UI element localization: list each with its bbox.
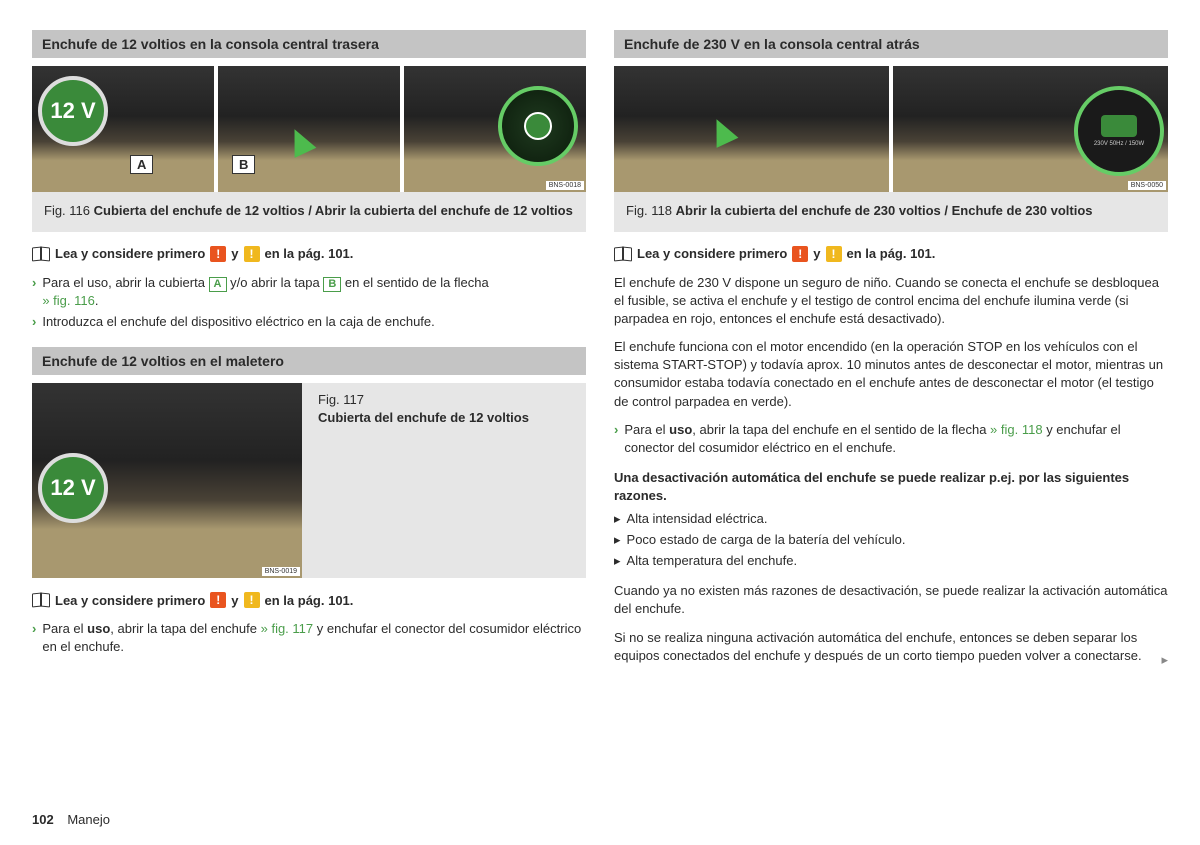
consider-prefix: Lea y considere primero — [55, 246, 205, 261]
reason-bullet-2: ▸ Poco estado de carga de la batería del… — [614, 531, 1168, 549]
continue-arrow-icon: ▸ — [1161, 651, 1168, 669]
bullet-text: Para el uso, abrir la tapa del enchufe e… — [624, 421, 1168, 457]
chevron-icon: › — [32, 620, 36, 656]
image-id-label: BNS-0019 — [262, 567, 300, 576]
book-icon — [32, 247, 50, 261]
read-first-line: Lea y considere primero ! y ! en la pág.… — [32, 246, 586, 262]
consider-prefix: Lea y considere primero — [637, 246, 787, 261]
image-id-label: BNS-0018 — [546, 181, 584, 190]
badge-12v-icon: 12 V — [38, 76, 108, 146]
figure-ref-link[interactable]: » fig. 118 — [990, 422, 1043, 437]
chevron-icon: › — [32, 274, 36, 310]
socket-zoom-icon — [498, 86, 578, 166]
figure-118-photo-a — [614, 66, 889, 192]
ref-box-b: B — [323, 277, 341, 292]
figure-117-caption: Fig. 117 Cubierta del enchufe de 12 vol­… — [318, 383, 586, 578]
consider-suffix: en la pág. 101. — [847, 246, 936, 261]
chapter-name: Manejo — [67, 812, 110, 827]
figure-number: Fig. 116 — [44, 203, 90, 218]
figure-116-photo-a: 12 V A — [32, 66, 214, 192]
section-header-230v: Enchufe de 230 V en la consola central a… — [614, 30, 1168, 58]
badge-12v-icon: 12 V — [38, 453, 108, 523]
instruction-bullet-2: › Introduzca el enchufe del dispositivo … — [32, 313, 586, 331]
figure-number: Fig. 118 — [626, 203, 672, 218]
figure-117-photo: 12 V BNS-0019 — [32, 383, 302, 578]
arrow-icon — [284, 124, 317, 158]
left-column: Enchufe de 12 voltios en la consola cent… — [32, 30, 586, 675]
read-first-line: Lea y considere primero ! y ! en la pág.… — [32, 592, 586, 608]
figure-118-photo-b: 230V 50Hz / 150W BNS-0050 — [893, 66, 1168, 192]
warn-red-icon: ! — [792, 246, 808, 262]
consider-prefix: Lea y considere primero — [55, 593, 205, 608]
reason-bullet-1: ▸ Alta intensidad eléctrica. — [614, 510, 1168, 528]
book-icon — [32, 593, 50, 607]
figure-118-strip: 230V 50Hz / 150W BNS-0050 — [614, 66, 1168, 192]
figure-118-caption: Fig. 118 Abrir la cubierta del enchufe d… — [614, 192, 1168, 232]
figure-ref-link[interactable]: » fig. 116 — [42, 293, 95, 308]
page-footer: 102 Manejo — [32, 812, 110, 827]
bullet-text: Para el uso, abrir la tapa del enchufe »… — [42, 620, 586, 656]
figure-caption-text: Cubierta del enchufe de 12 voltios / Abr… — [94, 203, 573, 218]
paragraph-2: El enchufe funciona con el motor encendi… — [614, 338, 1168, 411]
warn-red-icon: ! — [210, 246, 226, 262]
book-icon — [614, 247, 632, 261]
figure-117-row: 12 V BNS-0019 Fig. 117 Cubierta del ench… — [32, 383, 586, 578]
triangle-icon: ▸ — [614, 510, 621, 528]
plug-rating-label: 230V 50Hz / 150W — [1094, 141, 1144, 147]
warn-yellow-icon: ! — [244, 246, 260, 262]
right-column: Enchufe de 230 V en la consola central a… — [614, 30, 1168, 675]
page-number: 102 — [32, 812, 54, 827]
label-box-a: A — [130, 155, 153, 174]
image-id-label: BNS-0050 — [1128, 181, 1166, 190]
chevron-icon: › — [32, 313, 36, 331]
consider-suffix: en la pág. 101. — [265, 593, 354, 608]
section-header-12v-trunk: Enchufe de 12 voltios en el maletero — [32, 347, 586, 375]
two-column-layout: Enchufe de 12 voltios en la consola cent… — [32, 30, 1168, 675]
figure-116-strip: 12 V A B BNS-0018 — [32, 66, 586, 192]
read-first-line: Lea y considere primero ! y ! en la pág.… — [614, 246, 1168, 262]
plug-icon — [1101, 115, 1137, 137]
reason-text: Alta intensidad eléctrica. — [627, 510, 768, 528]
figure-ref-link[interactable]: » fig. 117 — [261, 621, 314, 636]
figure-caption-text: Abrir la cubierta del enchufe de 230 vol… — [676, 203, 1093, 218]
instruction-bullet-3: › Para el uso, abrir la tapa del enchufe… — [32, 620, 586, 656]
reason-bullet-3: ▸ Alta temperatura del enchufe. — [614, 552, 1168, 570]
figure-caption-text: Cubierta del enchufe de 12 vol­tios — [318, 410, 529, 425]
section-header-12v-console: Enchufe de 12 voltios en la consola cent… — [32, 30, 586, 58]
figure-116-photo-b: B — [218, 66, 400, 192]
consider-mid: y — [231, 246, 238, 261]
warn-yellow-icon: ! — [244, 592, 260, 608]
reason-text: Poco estado de carga de la batería del v… — [627, 531, 906, 549]
figure-number: Fig. 117 — [318, 392, 364, 407]
reasons-heading: Una desactivación automática del enchufe… — [614, 469, 1168, 505]
plug-zoom-icon: 230V 50Hz / 150W — [1074, 86, 1164, 176]
instruction-bullet-4: › Para el uso, abrir la tapa del enchufe… — [614, 421, 1168, 457]
warn-yellow-icon: ! — [826, 246, 842, 262]
bullet-text: Para el uso, abrir la cubierta A y/o abr… — [42, 274, 488, 310]
figure-116-photo-c: BNS-0018 — [404, 66, 586, 192]
consider-mid: y — [231, 593, 238, 608]
figure-116-caption: Fig. 116 Cubierta del enchufe de 12 volt… — [32, 192, 586, 232]
warn-red-icon: ! — [210, 592, 226, 608]
instruction-bullet-1: › Para el uso, abrir la cubierta A y/o a… — [32, 274, 586, 310]
triangle-icon: ▸ — [614, 552, 621, 570]
paragraph-5: Si no se realiza ninguna activación auto… — [614, 629, 1168, 665]
consider-suffix: en la pág. 101. — [265, 246, 354, 261]
paragraph-4: Cuando ya no existen más razones de desa… — [614, 582, 1168, 618]
ref-box-a: A — [209, 277, 227, 292]
triangle-icon: ▸ — [614, 531, 621, 549]
chevron-icon: › — [614, 421, 618, 457]
bullet-text: Introduzca el enchufe del dispositivo el… — [42, 313, 434, 331]
paragraph-1: El enchufe de 230 V dispone un seguro de… — [614, 274, 1168, 329]
arrow-icon — [706, 114, 739, 148]
label-box-b: B — [232, 155, 255, 174]
reason-text: Alta temperatura del enchufe. — [627, 552, 798, 570]
consider-mid: y — [813, 246, 820, 261]
